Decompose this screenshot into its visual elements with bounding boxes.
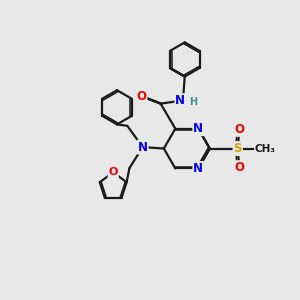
Text: S: S bbox=[233, 142, 242, 155]
Text: N: N bbox=[175, 94, 185, 107]
Text: H: H bbox=[189, 97, 197, 107]
Text: N: N bbox=[193, 162, 203, 175]
Text: O: O bbox=[234, 161, 244, 174]
Text: N: N bbox=[193, 122, 203, 135]
Text: N: N bbox=[138, 141, 148, 154]
Text: O: O bbox=[136, 90, 146, 103]
Text: O: O bbox=[234, 123, 244, 136]
Text: CH₃: CH₃ bbox=[255, 143, 276, 154]
Text: O: O bbox=[109, 167, 118, 177]
